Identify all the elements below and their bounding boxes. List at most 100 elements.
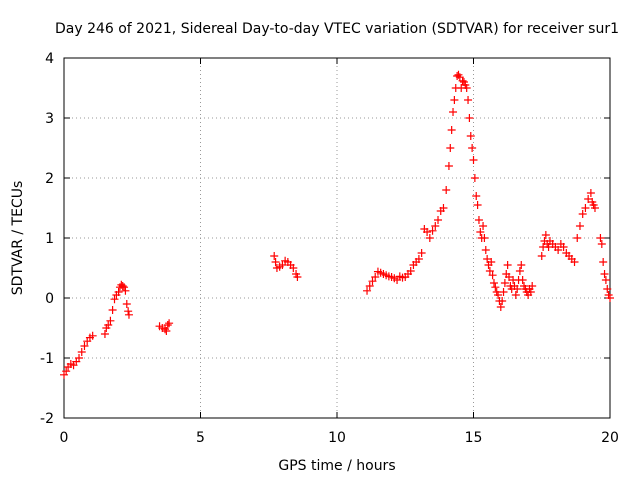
data-point (488, 271, 497, 280)
data-point (479, 222, 488, 230)
data-point (110, 295, 119, 304)
data-point (473, 201, 482, 209)
data-point (515, 267, 524, 275)
x-tick-label: 15 (465, 430, 483, 446)
y-tick-label: 2 (45, 171, 54, 187)
x-axis-label: GPS time / hours (278, 458, 395, 474)
data-point (570, 258, 579, 266)
data-point (503, 261, 512, 269)
data-point (518, 276, 527, 284)
y-axis-ticks: -2 -1 0 1 2 3 4 (40, 51, 610, 427)
data-point (596, 234, 605, 242)
data-point (446, 144, 455, 152)
data-point (498, 297, 507, 305)
data-point (458, 76, 467, 85)
x-tick-label: 0 (60, 430, 69, 446)
data-point (537, 252, 546, 260)
data-point (121, 286, 130, 295)
data-point (80, 342, 89, 350)
data-point (165, 319, 174, 328)
data-point (541, 231, 550, 239)
data-point (368, 277, 377, 286)
data-point (476, 228, 485, 236)
data-point (480, 234, 489, 242)
data-point (494, 291, 503, 299)
data-point (100, 330, 109, 338)
data-point (487, 258, 496, 266)
y-tick-label: 1 (45, 231, 54, 247)
data-point (106, 316, 115, 325)
data-point (428, 226, 437, 235)
data-point (554, 246, 563, 254)
x-tick-label: 5 (196, 430, 205, 446)
data-point (504, 273, 513, 281)
data-point (365, 282, 374, 290)
data-point (270, 252, 279, 260)
data-point (75, 354, 84, 362)
data-point (162, 327, 171, 335)
x-tick-label: 10 (328, 430, 346, 446)
data-point (120, 283, 129, 292)
data-point (481, 246, 490, 254)
data-point (470, 174, 479, 182)
data-point (559, 243, 568, 251)
data-point (581, 204, 590, 212)
data-point (114, 288, 123, 296)
data-point (511, 291, 520, 299)
y-tick-label: 4 (45, 51, 54, 67)
data-point (442, 186, 451, 194)
data-point (578, 210, 587, 218)
data-point (483, 255, 492, 263)
data-point (601, 276, 610, 284)
data-point (431, 222, 440, 230)
data-point (597, 240, 606, 248)
data-point (603, 285, 612, 293)
data-point (590, 204, 599, 212)
data-point (489, 279, 498, 287)
x-tick-label: 20 (601, 430, 619, 446)
data-point (469, 156, 478, 164)
data-point (600, 270, 609, 278)
data-point (468, 144, 477, 152)
data-point (485, 267, 494, 275)
data-point (500, 279, 509, 287)
data-point (124, 310, 133, 319)
data-point (406, 267, 415, 275)
data-point (439, 204, 448, 212)
x-axis-ticks: 0 5 10 15 20 (60, 58, 619, 446)
data-point (363, 286, 372, 295)
data-point (371, 273, 380, 281)
data-point (449, 108, 458, 116)
y-tick-label: -1 (40, 351, 54, 367)
data-point (434, 216, 443, 224)
data-point (496, 303, 505, 311)
data-point (517, 261, 526, 269)
data-point (586, 189, 595, 197)
data-point (163, 321, 172, 329)
data-point (289, 264, 298, 272)
data-point (124, 307, 133, 316)
data-point (278, 261, 287, 269)
data-point (293, 273, 302, 281)
data-point (462, 84, 471, 92)
data-point (88, 331, 97, 340)
data-point (474, 216, 483, 224)
data-point (122, 300, 131, 308)
data-point (62, 367, 71, 376)
data-point (450, 96, 459, 104)
y-tick-label: 0 (45, 291, 54, 307)
data-point (573, 234, 582, 242)
data-point (584, 195, 593, 203)
y-tick-label: 3 (45, 111, 54, 127)
y-tick-label: -2 (40, 411, 54, 427)
data-point (464, 96, 473, 104)
data-point (528, 282, 537, 290)
data-point (423, 228, 432, 236)
data-point (575, 222, 584, 230)
data-point (104, 321, 113, 329)
data-point (417, 249, 426, 257)
data-point (271, 258, 280, 266)
data-point (425, 234, 434, 242)
data-point (414, 255, 423, 263)
data-point (466, 132, 475, 140)
